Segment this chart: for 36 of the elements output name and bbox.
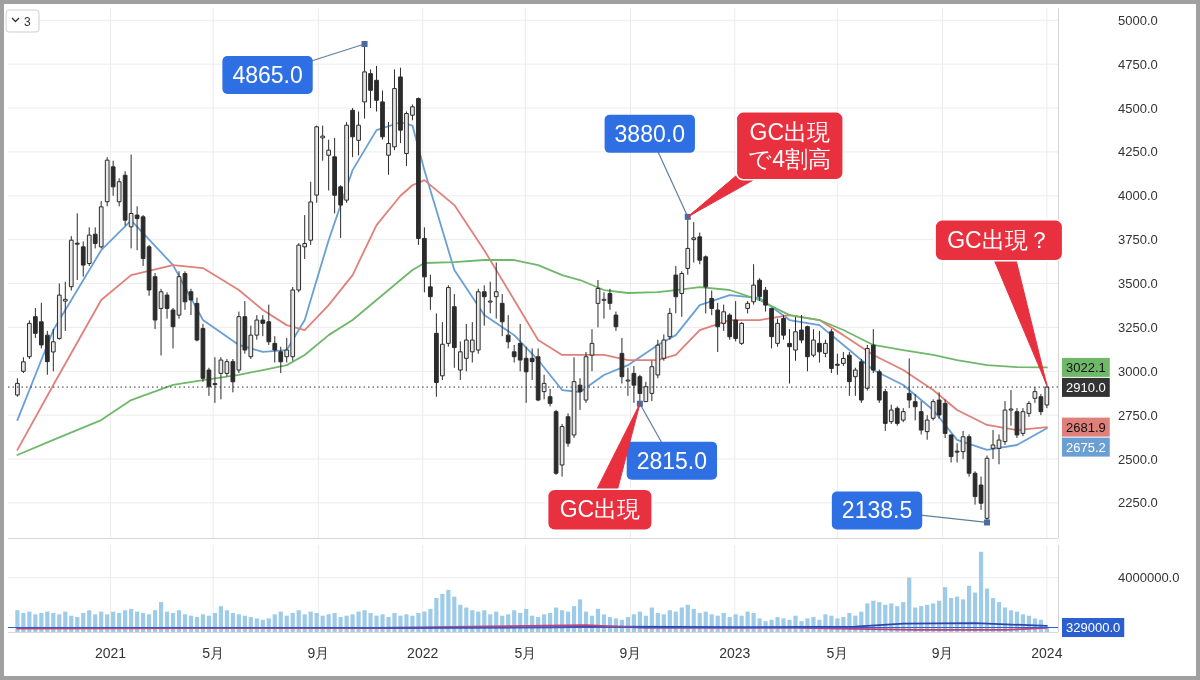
- y-tick-label: 2500.0: [1118, 451, 1158, 467]
- y-tick-label: 2750.0: [1118, 407, 1158, 423]
- text: 3880.0: [614, 120, 685, 147]
- data-label: 2675.2: [1066, 439, 1106, 455]
- text: 4865.0: [232, 61, 303, 88]
- annotation: 3: [24, 15, 31, 29]
- x-tick-label: 2021: [95, 645, 127, 661]
- annotation: GC出現？: [947, 226, 1051, 253]
- ref-line-label: 2910.0: [1066, 379, 1106, 395]
- data-label: 3022.1: [1066, 359, 1106, 375]
- y-tick-label: 5000.0: [1118, 12, 1158, 28]
- x-tick-label: 9月: [931, 645, 954, 661]
- y-tick-label: 3250.0: [1118, 319, 1158, 335]
- x-tick-label: 2024: [1031, 645, 1063, 661]
- text: 2815.0: [636, 447, 708, 474]
- y-tick-label: 4000.0: [1118, 188, 1158, 204]
- y-tick-label: 3500.0: [1118, 276, 1158, 292]
- y-tick-label: 2250.0: [1118, 495, 1158, 511]
- x-tick-label: 9月: [619, 645, 642, 661]
- y-tick-label: 3000.0: [1118, 363, 1158, 379]
- y-tick-label: 4250.0: [1118, 144, 1158, 160]
- x-tick-label: 2023: [719, 645, 751, 661]
- ref-line-label: 329000.0: [1066, 620, 1121, 636]
- annotation: GC出現: [559, 496, 641, 523]
- x-tick-label: 9月: [307, 645, 330, 661]
- x-tick-label: 5月: [202, 645, 225, 661]
- y-tick-label: 4750.0: [1118, 56, 1158, 72]
- data-label: 2681.9: [1066, 419, 1106, 435]
- x-tick-label: 5月: [514, 645, 537, 661]
- x-tick-label: 5月: [826, 645, 849, 661]
- text: 2138.5: [841, 497, 913, 524]
- y-tick-label: 3750.0: [1118, 232, 1158, 248]
- y-tick-label: 4000000.0: [1118, 570, 1180, 586]
- y-tick-label: 4500.0: [1118, 100, 1158, 116]
- annotation: GC出現で4割高: [748, 118, 832, 172]
- x-tick-label: 2022: [407, 645, 439, 661]
